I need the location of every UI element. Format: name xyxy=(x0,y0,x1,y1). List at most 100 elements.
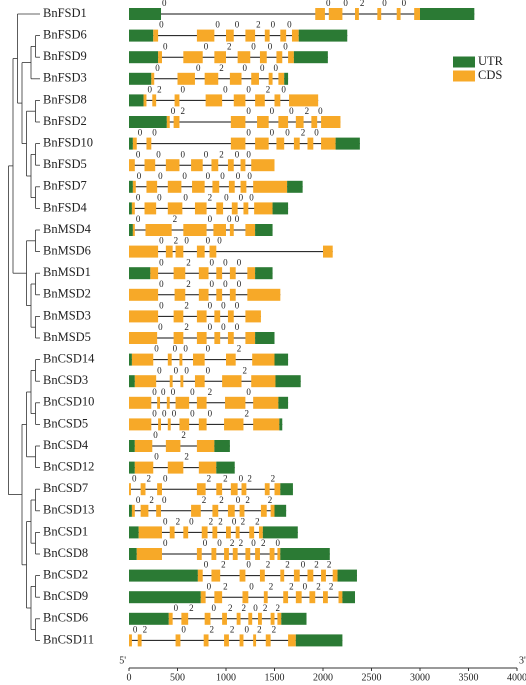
intron-phase: 0 xyxy=(246,149,251,159)
cds-block xyxy=(274,94,281,107)
intron-phase: 2 xyxy=(221,560,226,570)
cds-block xyxy=(323,245,333,258)
cds-block xyxy=(227,159,234,172)
intron-phase: 2 xyxy=(263,603,268,613)
legend-swatch xyxy=(453,70,475,82)
cds-block xyxy=(196,29,215,42)
intron-phase: 2 xyxy=(230,538,235,548)
intron-phase: 0 xyxy=(270,106,275,116)
x-tick-label: 4000 xyxy=(507,672,526,683)
cds-block xyxy=(311,116,318,128)
intron-phase: 0 xyxy=(206,344,211,354)
cds-block xyxy=(323,591,328,604)
utr-block xyxy=(342,591,356,604)
intron-phase: 0 xyxy=(271,20,276,30)
intron-phase: 2 xyxy=(146,473,151,483)
cds-block xyxy=(132,180,136,193)
gene-name: BnFSD4 xyxy=(43,200,88,214)
gene-name: BnCSD3 xyxy=(43,373,88,387)
cds-block xyxy=(269,548,275,560)
intron-phase: 2 xyxy=(261,538,266,548)
intron-phase: 2 xyxy=(285,560,290,570)
cds-block xyxy=(153,29,159,42)
cds-block xyxy=(229,72,242,85)
utr-block xyxy=(275,375,301,388)
cds-block xyxy=(227,310,234,323)
utr-block xyxy=(129,353,132,366)
cds-block xyxy=(143,94,147,107)
cds-block xyxy=(255,137,269,150)
legend-label: UTR xyxy=(478,54,504,68)
intron-phase: 0 xyxy=(235,322,240,332)
cds-block xyxy=(307,569,314,582)
intron-phase: 0 xyxy=(156,149,161,159)
gene-name: BnFSD8 xyxy=(43,92,87,106)
intron-phase: 2 xyxy=(209,516,214,526)
cds-block xyxy=(214,591,223,604)
intron-phase: 0 xyxy=(249,581,254,591)
cds-block xyxy=(245,548,251,560)
utr-block xyxy=(298,29,348,42)
intron-phase: 0 xyxy=(227,214,232,224)
intron-phase: 0 xyxy=(237,257,242,267)
cds-block xyxy=(232,548,238,560)
cds-block xyxy=(205,94,223,107)
cds-block xyxy=(259,51,267,64)
cds-block xyxy=(211,159,219,172)
intron-phase: 2 xyxy=(186,257,191,267)
intron-phase: 0 xyxy=(246,128,251,138)
cds-block xyxy=(131,353,154,366)
intron-phase: 0 xyxy=(220,171,225,181)
cds-block xyxy=(196,396,207,409)
cds-block xyxy=(229,267,236,280)
cds-block xyxy=(134,461,154,474)
intron-phase: 0 xyxy=(208,408,213,418)
gene-name: BnFSD2 xyxy=(43,114,87,128)
utr-block xyxy=(129,526,139,539)
utr-block xyxy=(255,332,275,344)
intron-phase: 2 xyxy=(219,63,224,73)
intron-phase: 0 xyxy=(244,624,249,634)
cds-block xyxy=(180,375,184,388)
intron-phase: 0 xyxy=(343,0,348,8)
intron-phase: 0 xyxy=(154,344,159,354)
gene-name: BnMSD4 xyxy=(43,222,92,236)
utr-block xyxy=(293,51,328,64)
intron-phase: 0 xyxy=(232,516,237,526)
cds-block xyxy=(198,418,207,431)
cds-block xyxy=(224,634,229,647)
intron-phase: 0 xyxy=(224,192,229,202)
cds-block xyxy=(377,8,382,20)
utr-block xyxy=(129,375,135,388)
intron-phase: 0 xyxy=(133,624,138,634)
intron-phase: 0 xyxy=(204,560,209,570)
cds-block xyxy=(251,72,259,85)
cds-block xyxy=(158,418,162,431)
intron-phase: 0 xyxy=(249,192,254,202)
intron-phase: 0 xyxy=(235,214,240,224)
cds-block xyxy=(260,504,267,517)
utr-block xyxy=(129,548,137,560)
cds-block xyxy=(194,375,205,388)
cds-block xyxy=(253,180,288,193)
gene-name: BnMSD6 xyxy=(43,243,91,257)
cds-block xyxy=(150,267,159,280)
cds-block xyxy=(280,29,287,42)
cds-block xyxy=(134,440,153,452)
utr-block xyxy=(129,202,132,215)
legend-swatch xyxy=(453,56,475,68)
cds-block xyxy=(129,245,159,258)
cds-block xyxy=(151,72,155,85)
cds-block xyxy=(224,418,244,431)
intron-phase: 0 xyxy=(247,171,252,181)
cds-block xyxy=(321,116,341,128)
cds-block xyxy=(236,612,241,625)
gene-name: BnCSD13 xyxy=(43,503,94,517)
intron-phase: 2 xyxy=(360,0,365,8)
cds-block xyxy=(196,440,215,452)
intron-phase: 0 xyxy=(223,257,228,267)
intron-phase: 0 xyxy=(138,128,143,138)
gene-name: BnMSD2 xyxy=(43,287,91,301)
gene-name: BnFSD6 xyxy=(43,27,87,41)
intron-phase: 2 xyxy=(223,473,228,483)
